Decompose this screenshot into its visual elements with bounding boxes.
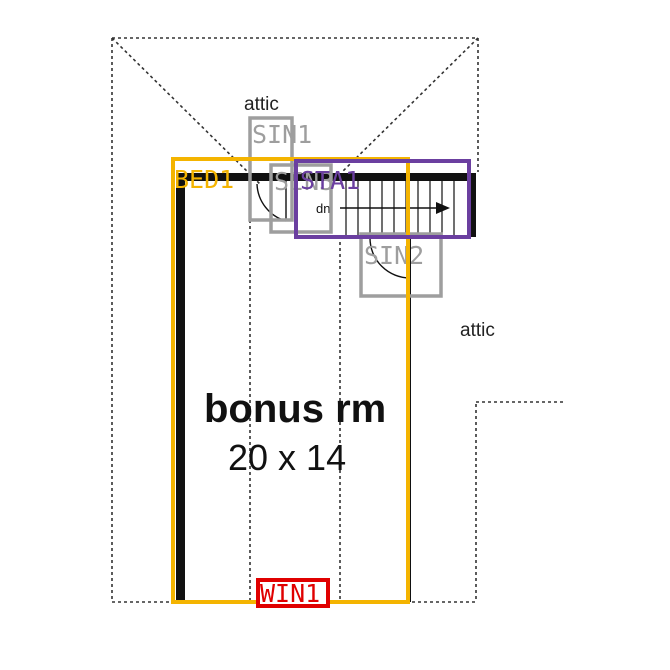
annotation-box-sin3 — [269, 163, 333, 234]
annotation-label-sin2: SIN2 — [364, 241, 424, 270]
annotation-sin3: SIN3 — [269, 163, 334, 234]
annotation-box-win1 — [256, 578, 330, 608]
annotation-box-bed1 — [171, 157, 410, 604]
attic-label-right: attic — [460, 320, 495, 341]
annotation-label-sta1: STA1 — [300, 166, 360, 195]
annotation-box-sin2 — [359, 232, 443, 298]
attic-label-top: attic — [244, 94, 279, 115]
annotation-label-win1: WIN1 — [260, 579, 320, 608]
annotation-label-sin3: SIN3 — [274, 167, 334, 196]
wall-left — [176, 178, 185, 602]
room-size: 20 x 14 — [228, 437, 346, 478]
annotation-box-sta1 — [294, 159, 471, 239]
wall-right-upper — [468, 173, 476, 237]
room-name: bonus rm — [204, 387, 386, 431]
roof-hip-right — [341, 37, 479, 173]
door-arc-right — [369, 237, 411, 279]
annotation-label-sin1: SIN1 — [252, 120, 312, 149]
annotation-sin2: SIN2 — [359, 232, 443, 298]
annotation-sta1: STA1 — [294, 159, 471, 239]
roof-hip-left — [111, 37, 261, 185]
wall-top — [176, 173, 476, 181]
stair-arrow-icon — [436, 202, 450, 214]
annotation-label-bed1: BED1 — [174, 165, 234, 194]
stair-direction-label: dn — [316, 201, 330, 216]
annotation-win1: WIN1 — [256, 578, 330, 608]
annotation-bed1: BED1 — [171, 157, 410, 604]
